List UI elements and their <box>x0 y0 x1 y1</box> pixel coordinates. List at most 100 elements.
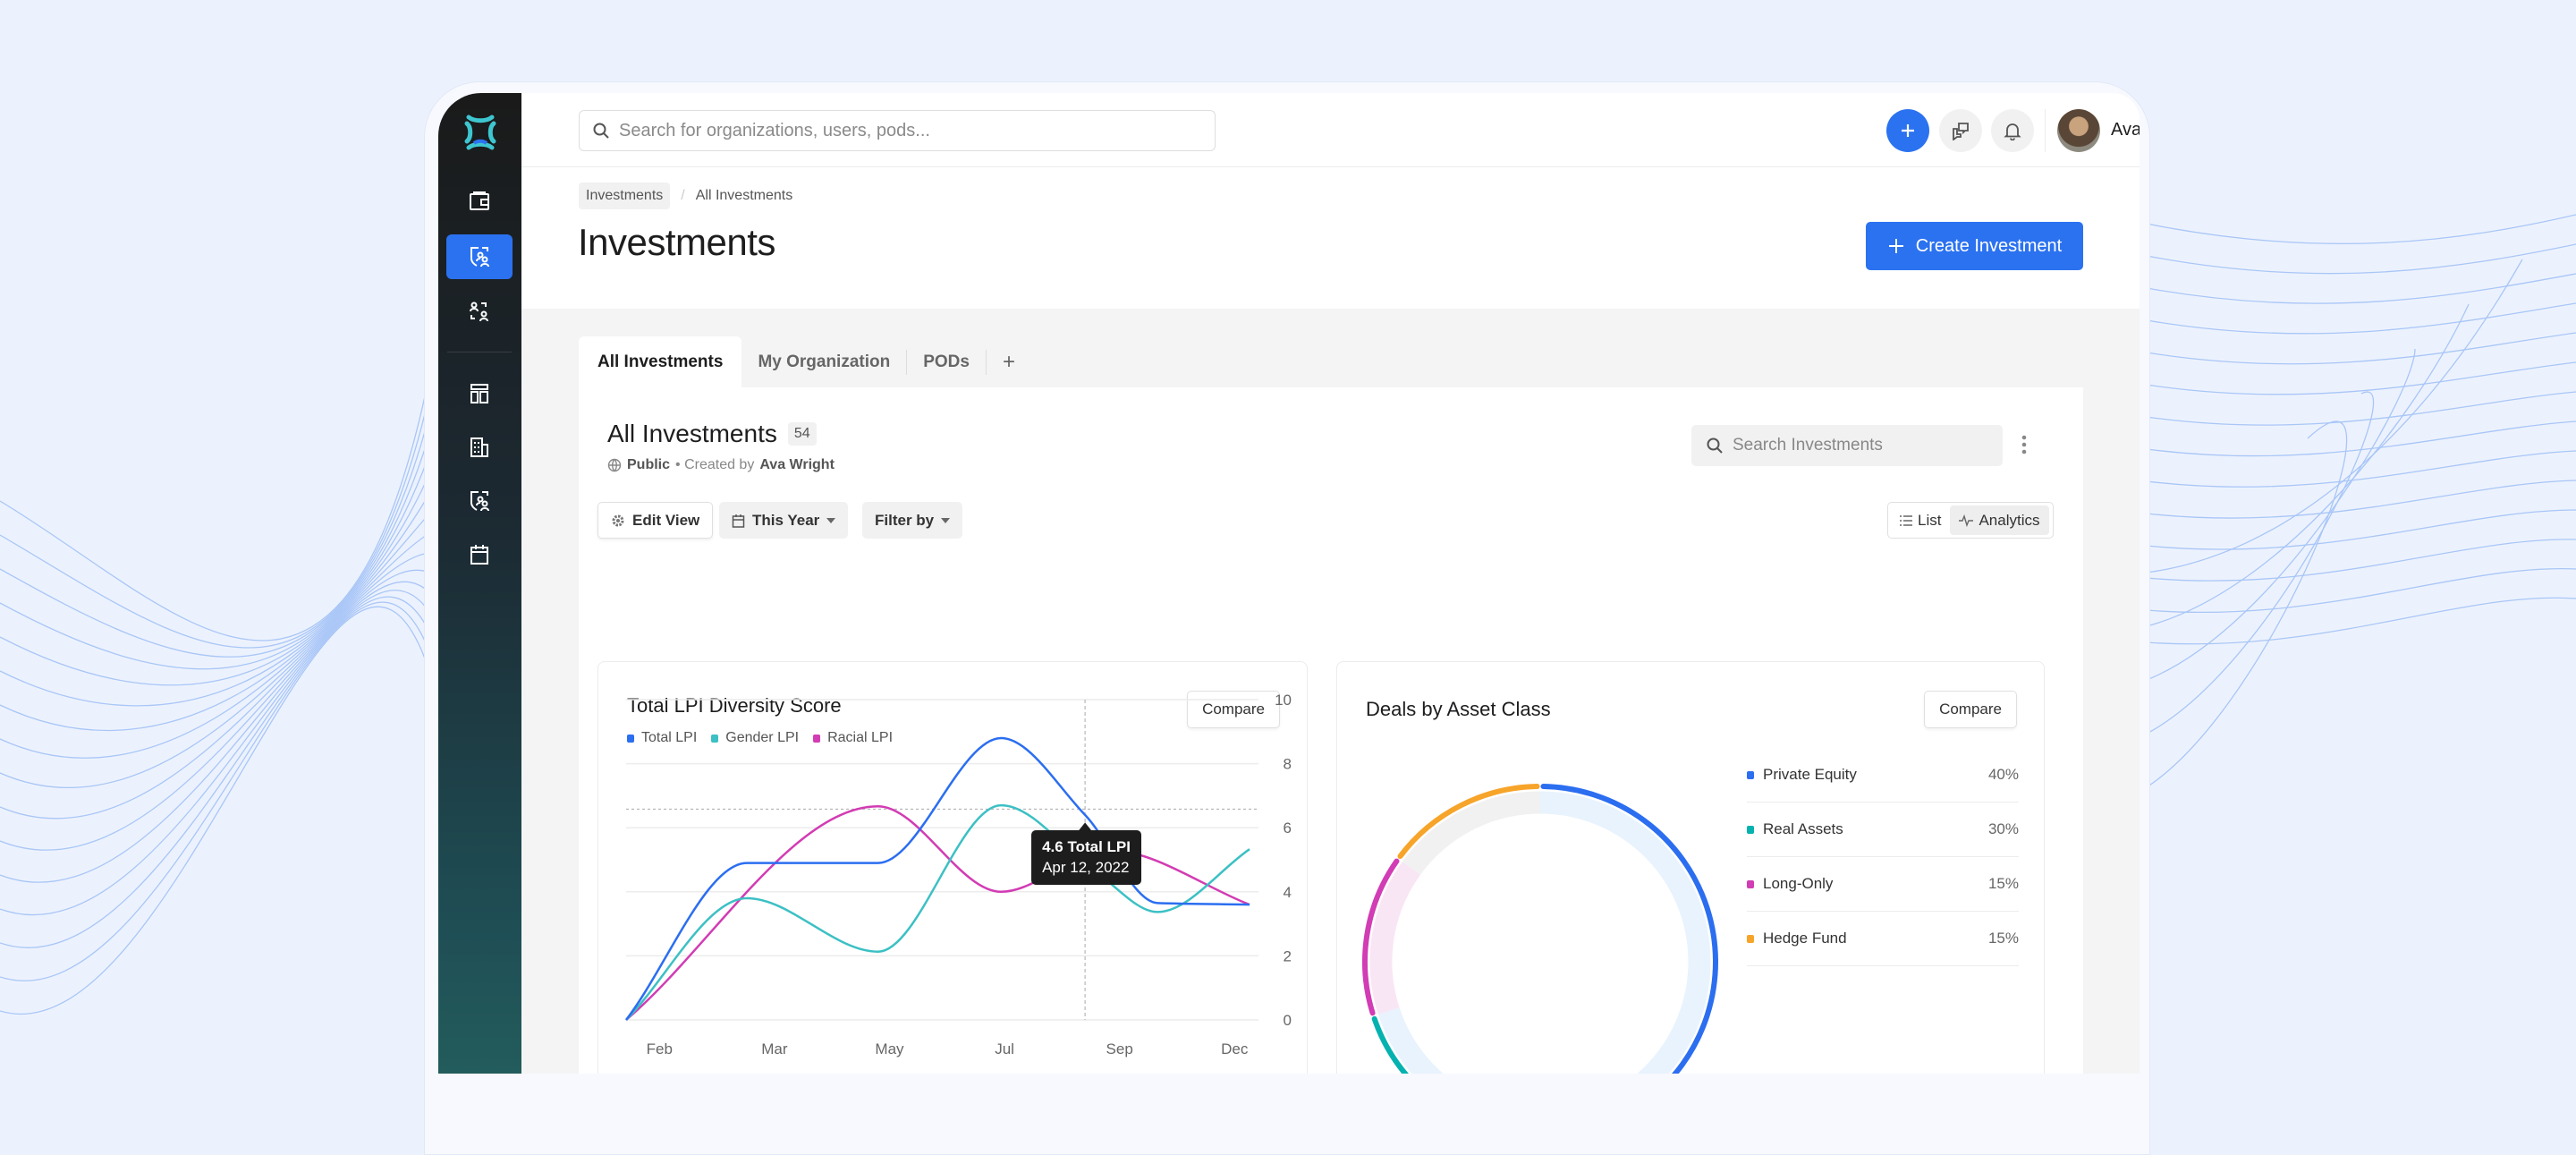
background-wave-line <box>2146 597 2576 645</box>
messages-button[interactable] <box>1939 109 1982 152</box>
sidebar-item-organizations[interactable] <box>446 425 513 470</box>
app-logo <box>463 115 497 155</box>
gear-icon <box>612 514 624 526</box>
legend-category: Hedge Fund <box>1763 930 1847 947</box>
background-wave-line <box>2146 391 2576 426</box>
avatar[interactable] <box>2057 109 2100 152</box>
filter-label: Filter by <box>875 511 935 529</box>
background-wave-line <box>2146 348 2416 681</box>
global-search-input[interactable]: Search for organizations, users, pods... <box>579 110 1216 151</box>
series-line-racial-lpi <box>625 804 1250 1021</box>
sidebar-item-investments[interactable] <box>446 234 513 279</box>
line-chart: 0 2 4 6 8 10 Feb Mar May Jul Sep Dec <box>625 692 1292 1057</box>
panel-title-text: All Investments <box>607 420 777 447</box>
breadcrumb-current: All Investments <box>695 188 793 203</box>
legend-label: Total LPI <box>641 730 698 745</box>
wallet-icon <box>470 191 489 210</box>
y-tick-label: 10 <box>1275 692 1292 709</box>
view-analytics-button[interactable]: Analytics <box>1950 505 2049 535</box>
period-dropdown[interactable]: This Year <box>719 502 849 539</box>
quick-add-button[interactable] <box>1886 109 1929 152</box>
compare-button[interactable]: Compare <box>1924 691 2017 728</box>
add-tab-button[interactable]: + <box>1002 349 1015 374</box>
tooltip-date: Apr 12, 2022 <box>1042 858 1130 876</box>
donut-band <box>1539 791 1711 1074</box>
building-icon <box>470 437 488 457</box>
view-list-button[interactable]: List <box>1891 505 1950 535</box>
sidebar-item-layout[interactable] <box>446 371 513 416</box>
search-placeholder: Search for organizations, users, pods... <box>619 120 930 140</box>
sidebar-item-calendar[interactable] <box>446 532 513 577</box>
background-wave-line <box>2146 259 2523 573</box>
tooltip-value: 4.6 Total LPI <box>1042 838 1131 856</box>
investments-search-input[interactable]: Search Investments <box>1691 425 2003 466</box>
view-analytics-label: Analytics <box>1979 511 2040 529</box>
legend-item-total[interactable]: Total LPI <box>627 730 697 746</box>
panel-title: All Investments 54 <box>607 420 817 448</box>
edit-view-button[interactable]: Edit View <box>597 502 714 539</box>
investor-shield-icon <box>470 247 489 268</box>
view-list-label: List <box>1918 511 1942 529</box>
donut-slice-long-only <box>1362 858 1400 1016</box>
caret-down-icon <box>826 517 836 523</box>
compare-button[interactable]: Compare <box>1187 691 1280 728</box>
background-wave-pattern <box>0 214 2576 1015</box>
y-tick-label: 6 <box>1284 820 1292 837</box>
breadcrumb: Investments / All Investments <box>579 183 792 209</box>
tab-pods[interactable]: PODs <box>907 349 987 375</box>
background-wave-line <box>2146 302 2576 335</box>
legend-item-gender[interactable]: Gender LPI <box>711 730 799 746</box>
legend-row[interactable]: Hedge Fund 15% <box>1747 912 2019 966</box>
donut-chart <box>1362 784 1718 1074</box>
breadcrumb-item[interactable]: Investments <box>579 183 671 209</box>
tab-all-investments[interactable]: All Investments <box>579 336 742 387</box>
background-wave-line <box>0 473 430 707</box>
background-wave-line <box>0 552 430 820</box>
bell-icon <box>2004 123 2021 140</box>
legend-label: Private Equity <box>1747 766 1857 784</box>
donut-slice-real-assets <box>1371 1015 1410 1074</box>
sidebar-item-investors[interactable] <box>446 479 513 523</box>
y-tick-label: 4 <box>1284 884 1292 901</box>
filter-dropdown[interactable]: Filter by <box>862 502 963 539</box>
legend-label: Gender LPI <box>725 730 800 745</box>
panel-subtitle: Public • Created by Ava Wright <box>607 457 835 473</box>
legend-row[interactable]: Long-Only 15% <box>1747 857 2019 912</box>
background-wave-line <box>2146 539 2576 582</box>
legend-swatch <box>1747 934 1754 943</box>
sidebar-item-wallet[interactable] <box>446 179 513 224</box>
chat-icon <box>1953 123 1969 140</box>
sidebar-item-users[interactable] <box>446 289 513 334</box>
legend-swatch <box>1747 879 1754 888</box>
series-line-total-lpi <box>625 736 1250 1021</box>
create-investment-label: Create Investment <box>1915 235 2063 256</box>
investor-shield-icon <box>470 491 489 512</box>
asset-class-chart-card: Deals by Asset Class Compare Private Equ… <box>1336 661 2045 1074</box>
plus-icon <box>1902 124 1914 137</box>
more-options-button[interactable] <box>2021 434 2028 460</box>
legend-percent: 15% <box>1987 930 2019 947</box>
calendar-icon <box>470 545 488 565</box>
investments-panel: All Investments 54 Public • Created by A… <box>579 387 2083 1074</box>
background-wave-line <box>2146 214 2576 245</box>
legend-percent: 30% <box>1987 820 2019 837</box>
background-wave-line <box>2146 567 2576 614</box>
background-wave-line <box>0 606 430 1015</box>
topbar-divider <box>2045 109 2046 152</box>
donut-band <box>1377 1007 1444 1074</box>
legend-item-racial[interactable]: Racial LPI <box>813 730 893 746</box>
globe-icon <box>607 458 622 472</box>
notifications-button[interactable] <box>1991 109 2034 152</box>
user-menu[interactable]: Ava <box>2111 120 2140 140</box>
legend-row[interactable]: Real Assets 30% <box>1747 803 2019 857</box>
view-toggle: List Analytics <box>1887 502 2054 539</box>
create-investment-button[interactable]: Create Investment <box>1866 222 2083 270</box>
y-tick-label: 8 <box>1284 756 1292 773</box>
legend-row[interactable]: Private Equity 40% <box>1747 748 2019 803</box>
activity-icon <box>1959 514 1974 527</box>
tab-my-organization[interactable]: My Organization <box>741 349 908 375</box>
user-name: Ava <box>2111 120 2140 140</box>
x-tick-label: Sep <box>1106 1040 1133 1057</box>
background-wave-line <box>2146 420 2576 457</box>
legend-label: Hedge Fund <box>1747 930 1847 947</box>
